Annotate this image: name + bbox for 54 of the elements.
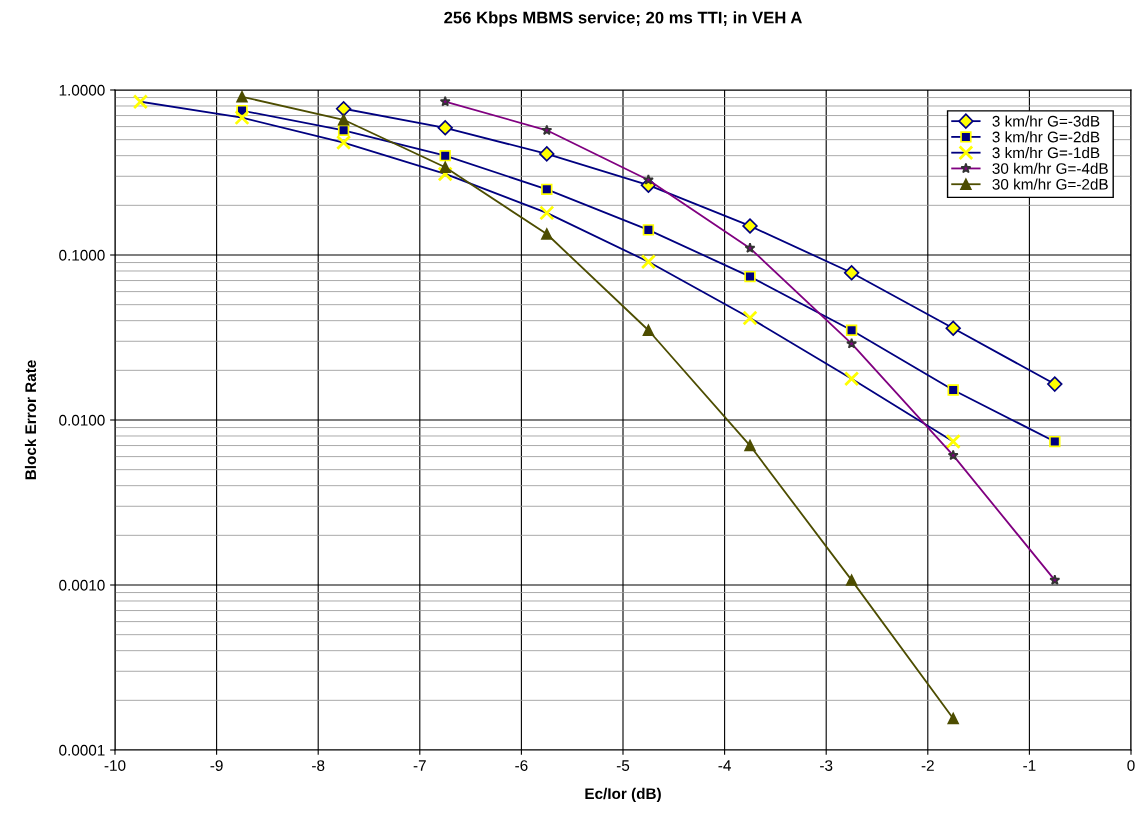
x-tick-label: -2 xyxy=(921,760,934,771)
point xyxy=(337,114,350,126)
point xyxy=(236,91,248,103)
x-axis-title: Ec/Ior (dB) xyxy=(585,787,661,803)
x-tick-label: -5 xyxy=(616,760,630,771)
point xyxy=(439,95,451,107)
y-tick-label: 0.1000 xyxy=(59,249,105,261)
point xyxy=(439,149,451,162)
point xyxy=(642,174,654,185)
x-tick-label: -6 xyxy=(515,760,528,771)
point xyxy=(845,324,858,336)
y-tick-label: 1.0000 xyxy=(59,84,105,96)
point xyxy=(539,146,555,162)
point xyxy=(947,449,959,461)
point xyxy=(337,124,350,136)
y-axis-title: Block Error Rate xyxy=(24,360,37,480)
point xyxy=(642,324,655,336)
point xyxy=(1049,574,1061,585)
point xyxy=(843,265,860,281)
point xyxy=(945,320,961,336)
point xyxy=(947,384,959,396)
point xyxy=(541,183,553,196)
x-tick-label: -3 xyxy=(820,760,833,771)
point xyxy=(1049,435,1061,448)
legend-label: 3 km/hr G=-2dB xyxy=(992,131,1100,143)
point xyxy=(439,161,451,174)
x-tick-label: -8 xyxy=(312,760,325,771)
point xyxy=(642,224,655,236)
x-tick-label: 0 xyxy=(1127,760,1135,771)
point xyxy=(845,574,858,586)
y-tick-label: 0.0100 xyxy=(59,414,105,426)
point xyxy=(437,120,453,136)
point xyxy=(744,242,756,253)
point xyxy=(744,439,756,452)
x-tick-label: -4 xyxy=(718,760,731,771)
point xyxy=(947,712,959,725)
x-tick-label: -10 xyxy=(104,760,126,771)
y-tick-label: 0.0001 xyxy=(59,744,105,756)
point xyxy=(1047,376,1063,392)
legend-label: 30 km/hr G=-4dB xyxy=(992,162,1108,174)
legend-label: 3 km/hr G=-1dB xyxy=(992,146,1100,159)
point xyxy=(744,270,756,283)
x-tick-label: -9 xyxy=(210,760,223,771)
point xyxy=(742,218,758,234)
y-tick-label: 0.0010 xyxy=(59,579,105,591)
chart-title: 256 Kbps MBMS service; 20 ms TTI; in VEH A xyxy=(444,11,802,27)
point xyxy=(541,124,553,136)
legend-label: 3 km/hr G=-3dB xyxy=(992,115,1100,127)
x-tick-label: -1 xyxy=(1023,760,1036,771)
x-tick-label: -7 xyxy=(413,760,426,771)
point xyxy=(541,228,553,240)
point xyxy=(335,101,352,117)
point xyxy=(846,338,858,349)
legend-label: 30 km/hr G=-2dB xyxy=(992,178,1108,190)
